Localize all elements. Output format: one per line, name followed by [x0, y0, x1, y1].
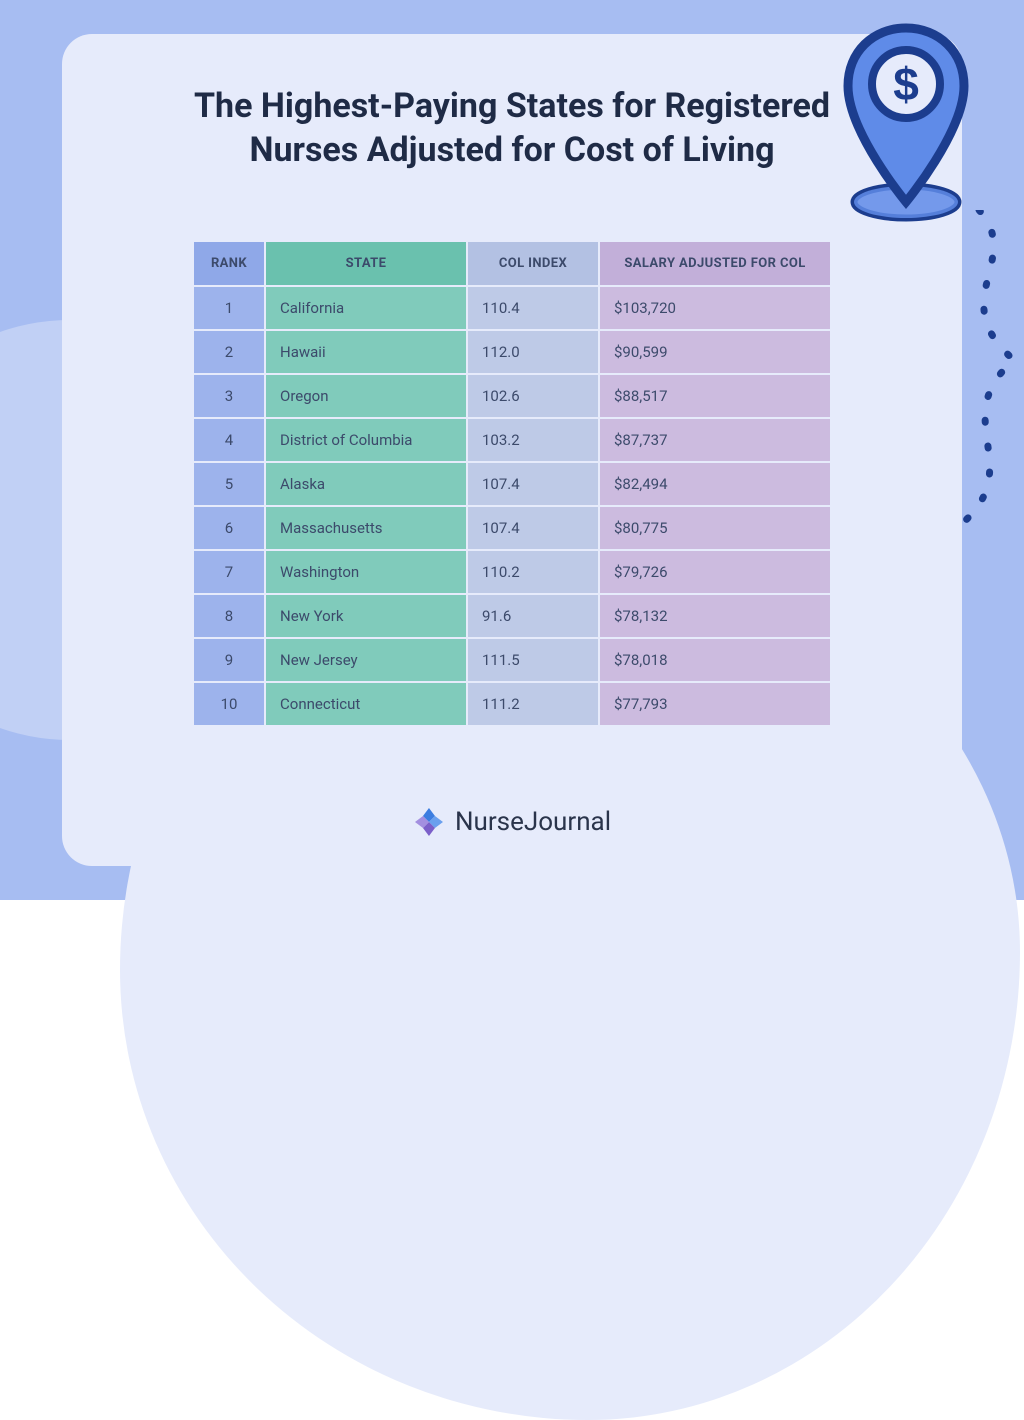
- cell-rank: 5: [194, 463, 264, 505]
- infographic-title: The Highest-Paying States for Registered…: [162, 84, 862, 172]
- cell-salary: $79,726: [600, 551, 830, 593]
- cell-salary: $77,793: [600, 683, 830, 725]
- cell-state: Washington: [266, 551, 466, 593]
- cell-state: New York: [266, 595, 466, 637]
- svg-text:$: $: [893, 58, 919, 110]
- cell-state: Connecticut: [266, 683, 466, 725]
- cell-col-index: 112.0: [468, 331, 598, 373]
- cell-col-index: 111.5: [468, 639, 598, 681]
- cell-salary: $78,018: [600, 639, 830, 681]
- header-col-index: COL INDEX: [468, 242, 598, 285]
- cell-col-index: 102.6: [468, 375, 598, 417]
- brand-logo: NurseJournal: [413, 806, 611, 838]
- cell-rank: 8: [194, 595, 264, 637]
- table-row: 5Alaska107.4$82,494: [194, 463, 830, 505]
- cell-rank: 2: [194, 331, 264, 373]
- cell-salary: $82,494: [600, 463, 830, 505]
- cell-salary: $90,599: [600, 331, 830, 373]
- cell-salary: $88,517: [600, 375, 830, 417]
- cell-col-index: 110.2: [468, 551, 598, 593]
- location-pin-icon: $: [828, 14, 988, 234]
- cell-rank: 9: [194, 639, 264, 681]
- cell-rank: 6: [194, 507, 264, 549]
- cell-state: New Jersey: [266, 639, 466, 681]
- content-card: The Highest-Paying States for Registered…: [62, 34, 962, 866]
- table-row: 4District of Columbia103.2$87,737: [194, 419, 830, 461]
- cell-rank: 4: [194, 419, 264, 461]
- header-state: STATE: [266, 242, 466, 285]
- cell-rank: 10: [194, 683, 264, 725]
- cell-state: Alaska: [266, 463, 466, 505]
- header-rank: RANK: [194, 242, 264, 285]
- cell-salary: $103,720: [600, 287, 830, 329]
- cell-state: Oregon: [266, 375, 466, 417]
- table-row: 6Massachusetts107.4$80,775: [194, 507, 830, 549]
- header-salary: SALARY ADJUSTED FOR COL: [600, 242, 830, 285]
- salary-table-container: RANK STATE COL INDEX SALARY ADJUSTED FOR…: [192, 240, 832, 727]
- salary-table: RANK STATE COL INDEX SALARY ADJUSTED FOR…: [192, 240, 832, 727]
- cell-col-index: 110.4: [468, 287, 598, 329]
- cell-state: Hawaii: [266, 331, 466, 373]
- logo-icon: [413, 806, 445, 838]
- table-row: 1California110.4$103,720: [194, 287, 830, 329]
- table-row: 3Oregon102.6$88,517: [194, 375, 830, 417]
- cell-salary: $78,132: [600, 595, 830, 637]
- cell-col-index: 111.2: [468, 683, 598, 725]
- cell-state: District of Columbia: [266, 419, 466, 461]
- cell-salary: $80,775: [600, 507, 830, 549]
- cell-state: California: [266, 287, 466, 329]
- table-row: 2Hawaii112.0$90,599: [194, 331, 830, 373]
- cell-col-index: 107.4: [468, 463, 598, 505]
- cell-rank: 7: [194, 551, 264, 593]
- table-row: 7Washington110.2$79,726: [194, 551, 830, 593]
- cell-rank: 1: [194, 287, 264, 329]
- table-row: 10Connecticut111.2$77,793: [194, 683, 830, 725]
- cell-state: Massachusetts: [266, 507, 466, 549]
- cell-col-index: 91.6: [468, 595, 598, 637]
- table-row: 8New York91.6$78,132: [194, 595, 830, 637]
- cell-col-index: 103.2: [468, 419, 598, 461]
- logo-text: NurseJournal: [455, 807, 611, 837]
- cell-col-index: 107.4: [468, 507, 598, 549]
- cell-rank: 3: [194, 375, 264, 417]
- table-header-row: RANK STATE COL INDEX SALARY ADJUSTED FOR…: [194, 242, 830, 285]
- table-row: 9New Jersey111.5$78,018: [194, 639, 830, 681]
- cell-salary: $87,737: [600, 419, 830, 461]
- dashed-path-decoration: [884, 210, 1024, 530]
